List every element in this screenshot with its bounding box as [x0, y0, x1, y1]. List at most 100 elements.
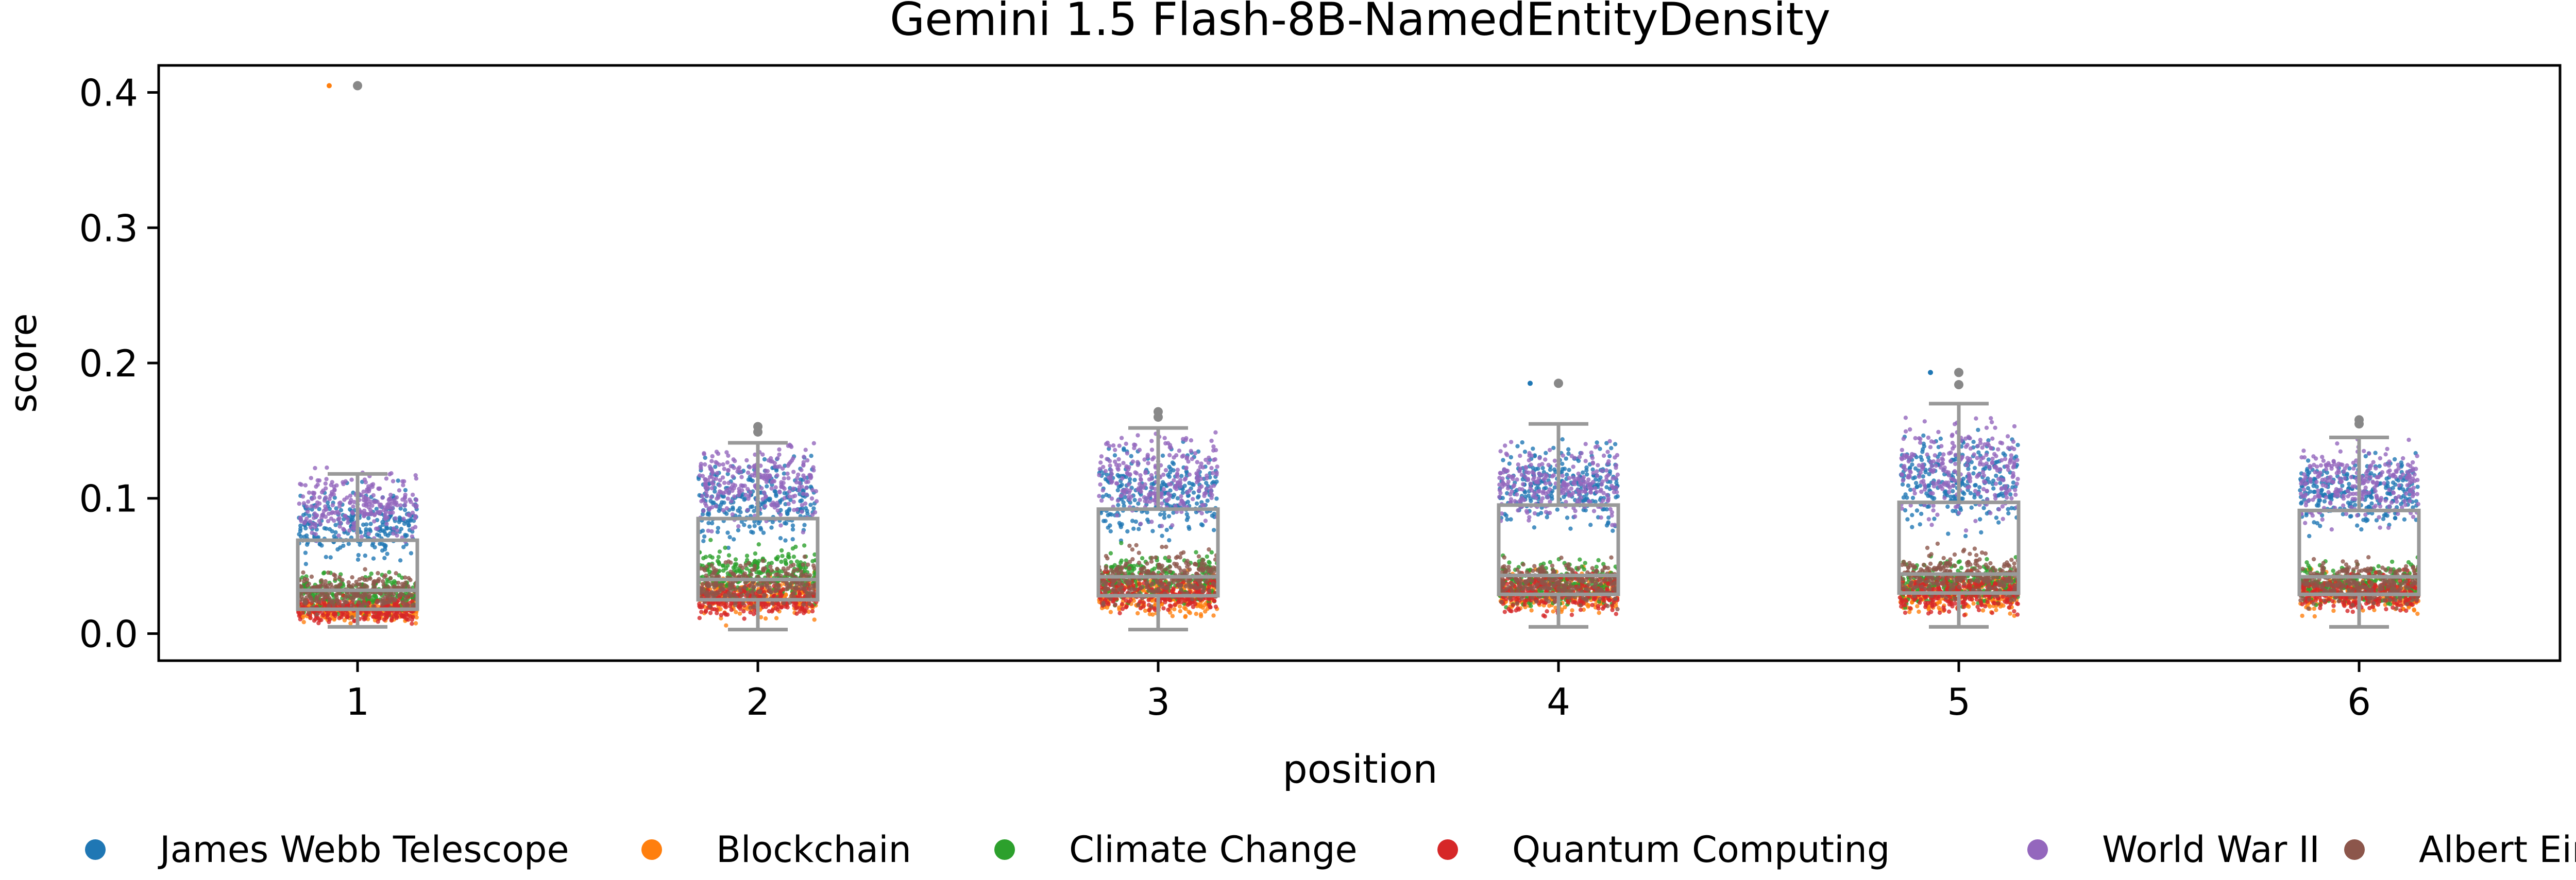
strip-point	[1188, 611, 1192, 615]
strip-point	[354, 593, 360, 598]
strip-point	[717, 483, 722, 488]
strip-point	[338, 582, 343, 587]
strip-point	[708, 593, 713, 597]
strip-point	[322, 570, 327, 575]
strip-point	[764, 494, 768, 498]
strip-point	[762, 457, 767, 462]
strip-point	[761, 530, 766, 535]
strip-point	[1127, 543, 1132, 548]
strip-point	[346, 580, 351, 585]
strip-point	[330, 510, 335, 515]
strip-point	[371, 614, 376, 619]
strip-point	[1112, 570, 1116, 575]
strip-point	[311, 492, 316, 496]
strip-point	[320, 611, 325, 616]
strip-point	[1196, 494, 1201, 499]
strip-point	[811, 465, 816, 470]
strip-point	[775, 473, 779, 478]
strip-point	[321, 509, 326, 513]
strip-point	[1184, 571, 1190, 576]
strip-point	[750, 504, 755, 509]
strip-point	[808, 476, 813, 480]
strip-point	[342, 497, 347, 502]
strip-point	[1117, 611, 1122, 616]
strip-point	[414, 615, 419, 620]
strip-point	[317, 495, 322, 500]
strip-point	[779, 559, 784, 564]
strip-point	[356, 553, 361, 558]
strip-point	[1211, 444, 1216, 449]
strip-point	[1187, 488, 1192, 493]
strip-point	[382, 529, 387, 534]
strip-point	[1108, 529, 1113, 534]
strip-point	[716, 555, 721, 559]
strip-point	[1507, 461, 1512, 466]
strip-point	[721, 508, 726, 513]
strip-point	[748, 465, 752, 470]
strip-point	[317, 542, 322, 546]
strip-point	[799, 468, 804, 472]
strip-point	[383, 547, 387, 552]
strip-point	[302, 577, 307, 581]
strip-point	[1196, 468, 1201, 473]
strip-point	[1209, 566, 1213, 572]
strip-point	[782, 486, 787, 491]
strip-point	[795, 559, 800, 564]
strip-point	[410, 622, 414, 626]
strip-point	[785, 471, 790, 476]
strip-point	[698, 605, 702, 610]
strip-point	[337, 575, 342, 580]
strip-point	[1162, 436, 1167, 440]
strip-point	[349, 603, 354, 608]
strip-point	[298, 523, 303, 528]
strip-point	[375, 510, 380, 514]
strip-point	[758, 615, 764, 619]
strip-point	[1191, 490, 1196, 495]
strip-point	[1150, 457, 1155, 462]
strip-point	[716, 495, 721, 500]
strip-point	[766, 568, 771, 573]
strip-point	[1185, 499, 1190, 504]
strip-point	[364, 502, 368, 507]
strip-point	[772, 489, 777, 494]
strip-point	[723, 605, 728, 610]
strip-point	[749, 572, 754, 577]
strip-point	[804, 582, 809, 586]
strip-point	[1581, 470, 1585, 475]
strip-point	[391, 479, 396, 484]
strip-point	[1614, 495, 1618, 499]
strip-point	[697, 616, 702, 620]
strip-point	[331, 572, 336, 577]
strip-point	[365, 535, 370, 540]
strip-point	[1210, 471, 1215, 475]
strip-point	[728, 601, 734, 606]
strip-point	[1150, 529, 1155, 533]
strip-point	[358, 582, 362, 587]
strip-point	[784, 587, 789, 592]
strip-point	[1539, 511, 1544, 515]
strip-point	[1588, 523, 1593, 527]
strip-point	[1170, 460, 1175, 465]
strip-point	[1209, 438, 1214, 443]
strip-point	[1564, 456, 1568, 461]
strip-point	[726, 491, 731, 496]
strip-point	[791, 456, 795, 461]
strip-point	[333, 523, 338, 527]
strip-point	[406, 576, 411, 581]
strip-point	[387, 612, 392, 617]
strip-point	[719, 490, 723, 494]
strip-point	[1196, 554, 1201, 559]
strip-point	[1195, 460, 1199, 464]
strip-point	[749, 477, 753, 482]
strip-point	[382, 617, 387, 622]
strip-point	[401, 483, 405, 488]
strip-point	[365, 602, 369, 607]
strip-point	[1166, 608, 1171, 612]
strip-point	[362, 512, 367, 516]
strip-point	[731, 474, 735, 479]
strip-point	[351, 592, 356, 597]
strip-point	[709, 459, 714, 463]
strip-point	[700, 493, 705, 498]
strip-point	[387, 505, 392, 510]
strip-point	[414, 476, 419, 481]
